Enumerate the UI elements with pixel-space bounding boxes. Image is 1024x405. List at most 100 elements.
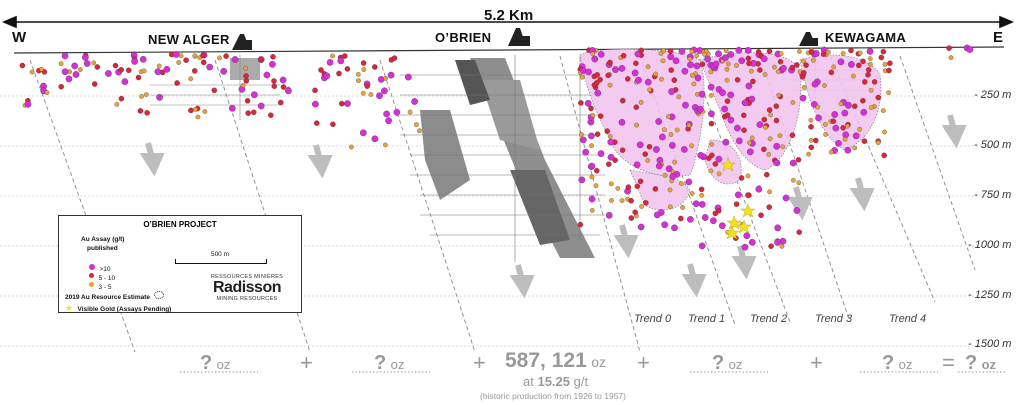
- assay-point: [757, 67, 763, 73]
- assay-point: [631, 69, 639, 77]
- assay-point: [745, 55, 752, 62]
- assay-point: [680, 205, 685, 210]
- assay-point: [766, 204, 772, 210]
- assay-point: [638, 99, 644, 105]
- assay-point: [250, 91, 258, 99]
- assay-point: [708, 110, 715, 118]
- assay-point: [860, 97, 866, 104]
- depth-label: - 1000 m: [968, 239, 1012, 251]
- assay-point: [385, 117, 392, 125]
- assay-point: [690, 73, 695, 78]
- assay-point: [738, 175, 745, 181]
- east-label: E: [993, 29, 1004, 46]
- assay-point: [590, 51, 596, 57]
- assay-point: [680, 146, 688, 153]
- logo-bottom-text: MINING RESOURCES: [216, 296, 278, 302]
- question-mark: ?: [374, 352, 387, 374]
- assay-point: [868, 105, 874, 110]
- assay-point: [875, 140, 881, 145]
- assay-point: [826, 49, 831, 55]
- assay-point: [607, 134, 613, 139]
- assay-point: [687, 216, 694, 223]
- question-mark: ?: [965, 352, 978, 374]
- assay-point: [755, 185, 763, 193]
- assay-point: [741, 99, 749, 107]
- assay-point: [217, 55, 222, 61]
- production-total: 587, 121 oz: [505, 349, 606, 373]
- assay-point: [710, 217, 717, 225]
- assay-point: [671, 77, 678, 83]
- assay-point: [851, 73, 856, 79]
- assay-point: [172, 51, 180, 58]
- assay-point: [708, 168, 714, 174]
- assay-point: [578, 176, 586, 184]
- assay-point: [336, 70, 342, 77]
- unknown-oz-3: ? oz: [712, 352, 742, 375]
- assay-point: [761, 116, 768, 123]
- assay-point: [29, 69, 35, 75]
- assay-point: [244, 98, 251, 104]
- assay-point: [24, 100, 32, 108]
- obrien-workings: [420, 58, 595, 258]
- logo-name: Radisson: [212, 279, 282, 296]
- assay-point: [722, 54, 729, 62]
- assay-point: [268, 112, 274, 118]
- assay-point: [727, 51, 735, 58]
- assay-point: [702, 52, 707, 57]
- assay-point: [718, 222, 726, 230]
- assay-point: [220, 67, 228, 75]
- assay-point: [349, 144, 354, 150]
- assay-point: [344, 66, 351, 72]
- assay-point: [279, 76, 287, 84]
- assay-point: [782, 194, 790, 202]
- assay-point: [794, 62, 800, 68]
- assay-point: [762, 72, 768, 77]
- assay-point: [871, 79, 878, 85]
- assay-point: [588, 195, 596, 203]
- assay-point: [39, 66, 44, 72]
- unknown-oz-1: ? oz: [200, 352, 230, 375]
- assay-point: [796, 229, 802, 235]
- assay-point: [271, 78, 277, 84]
- assay-point: [251, 109, 257, 116]
- assay-point: [699, 61, 706, 67]
- assay-point: [842, 131, 850, 139]
- assay-point: [285, 87, 292, 95]
- assay-point: [789, 132, 796, 138]
- assay-point: [278, 99, 284, 106]
- assay-point: [645, 158, 651, 163]
- legend-scale-label: 500 m: [210, 251, 230, 258]
- assay-point: [655, 118, 663, 125]
- assay-point: [323, 72, 331, 80]
- assay-point: [141, 68, 147, 74]
- assay-point: [715, 155, 723, 163]
- assay-point: [773, 142, 781, 150]
- assay-point: [618, 118, 626, 126]
- assay-point: [966, 46, 974, 53]
- assay-point: [780, 64, 787, 72]
- legend-title: O’BRIEN PROJECT: [143, 220, 217, 229]
- grade-value: 15.25: [537, 374, 571, 389]
- assay-point: [188, 76, 194, 82]
- trend-label: Trend 0: [634, 313, 672, 325]
- red-dot-icon: [89, 273, 94, 279]
- assay-point: [659, 133, 666, 141]
- assay-point: [588, 105, 594, 112]
- assay-point: [766, 152, 772, 157]
- assay-point: [758, 212, 764, 218]
- assay-point: [404, 73, 412, 81]
- assay-point: [724, 77, 730, 83]
- assay-point: [774, 224, 782, 232]
- assay-point: [669, 142, 676, 149]
- assay-point: [845, 101, 852, 109]
- assay-point: [619, 198, 625, 203]
- assay-point: [355, 72, 361, 77]
- obrien-levels: [400, 55, 605, 262]
- visible-gold-stars: [720, 157, 756, 240]
- assay-point: [258, 57, 264, 63]
- assay-point: [240, 83, 246, 88]
- assay-point: [791, 177, 796, 183]
- assay-point: [154, 68, 162, 76]
- assay-point: [860, 108, 868, 116]
- assay-point: [383, 142, 388, 148]
